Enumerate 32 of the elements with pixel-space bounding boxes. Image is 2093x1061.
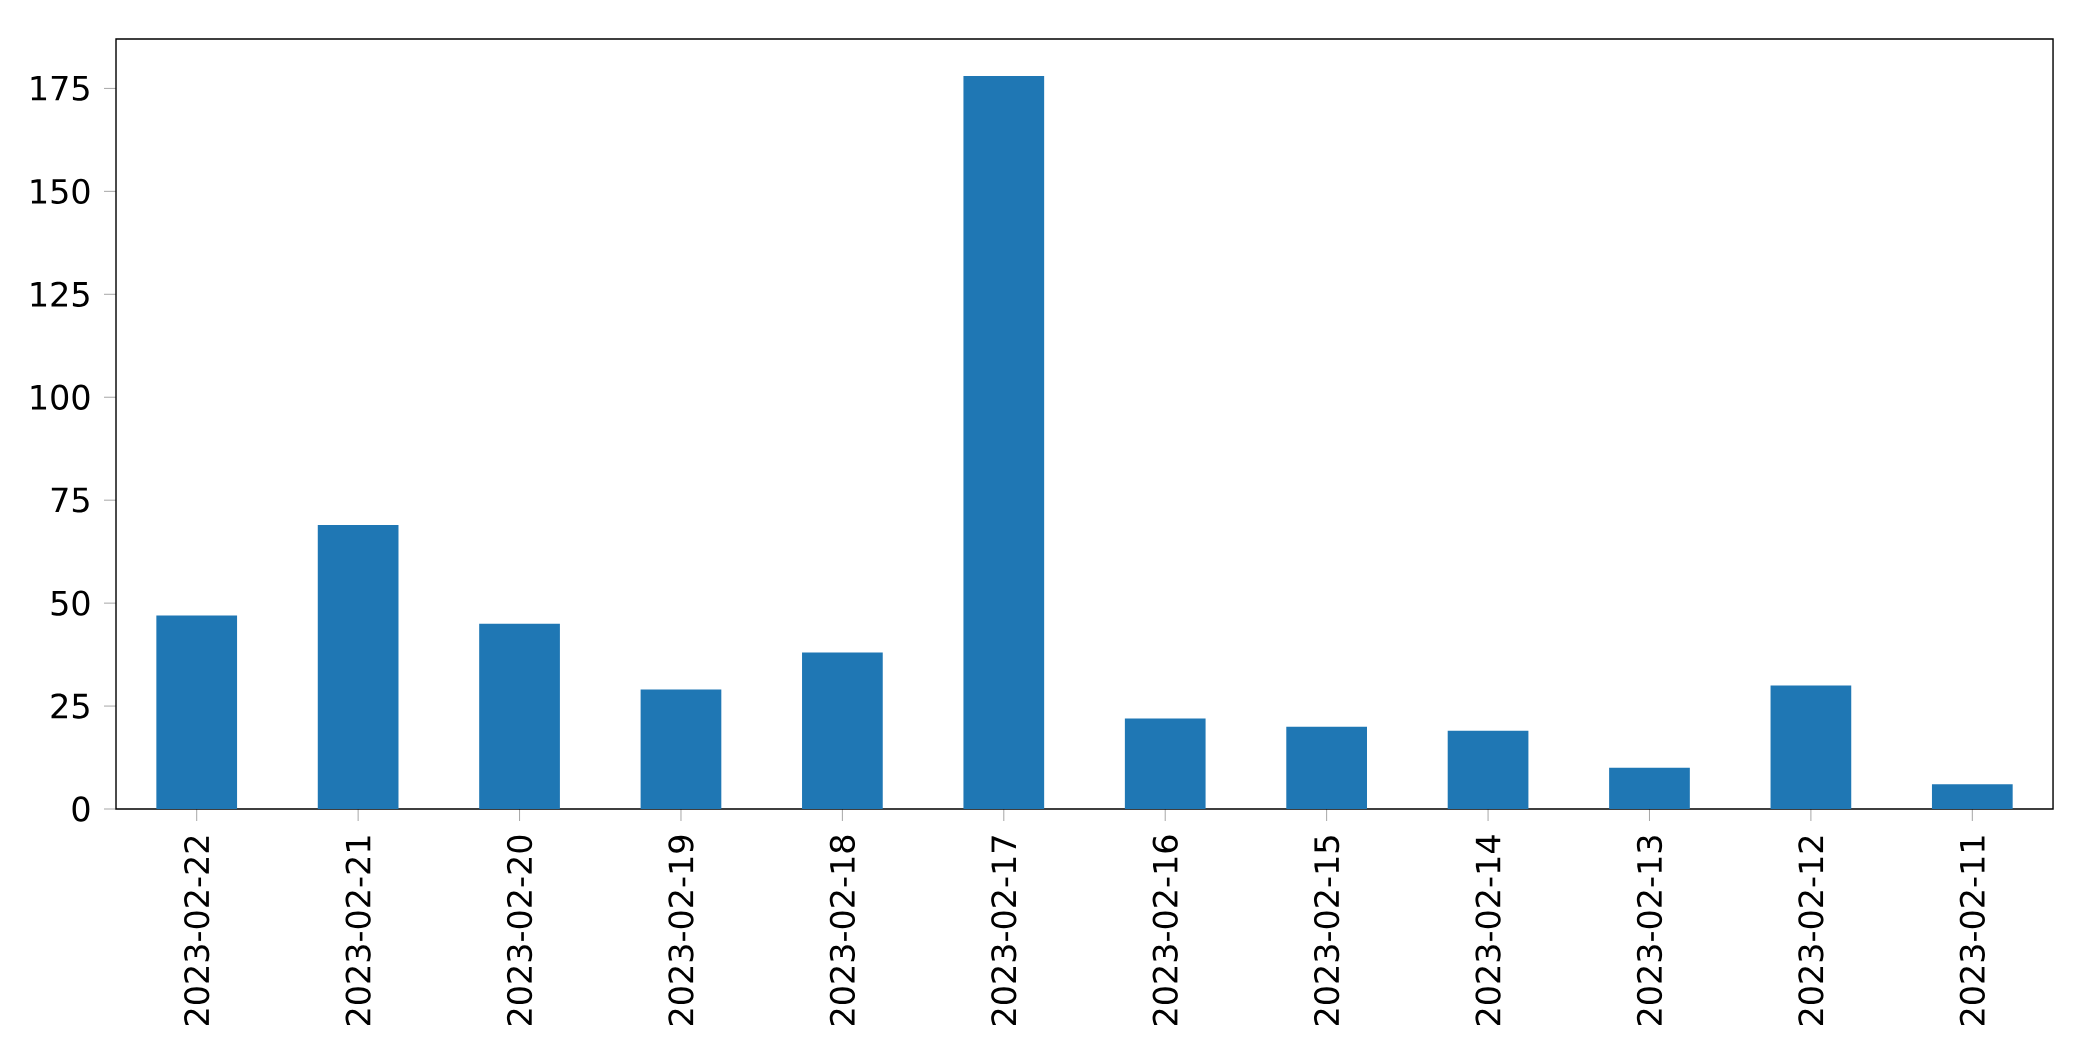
y-tick-label: 100	[31, 384, 90, 410]
x-tick-label: 2023-02-11	[1959, 836, 1985, 1026]
bar	[1286, 726, 1367, 810]
bar	[1609, 767, 1690, 810]
x-tick-label: 2023-02-14	[1475, 835, 1501, 1026]
bar	[156, 615, 238, 810]
bar	[1124, 718, 1206, 810]
x-tick-label: 2023-02-19	[668, 835, 694, 1026]
y-tick-label: 25	[51, 693, 89, 719]
bar	[1770, 685, 1852, 810]
x-tick-label: 2023-02-17	[991, 836, 1017, 1026]
bar	[479, 623, 560, 810]
x-tick-label: 2023-02-16	[1152, 835, 1178, 1026]
x-tick-label: 2023-02-12	[1798, 836, 1824, 1026]
y-tick-label: 75	[51, 487, 89, 513]
bar	[1931, 784, 2013, 810]
x-tick-label: 2023-02-15	[1313, 836, 1340, 1026]
x-tick-label: 2023-02-22	[184, 836, 210, 1026]
x-tick-label: 2023-02-13	[1636, 836, 1663, 1026]
x-tick-label: 2023-02-18	[829, 835, 856, 1026]
bar	[317, 524, 399, 810]
y-tick-label: 175	[31, 75, 89, 101]
bar	[963, 76, 1045, 810]
x-tick-label: 2023-02-21	[345, 836, 371, 1026]
y-tick-label: 50	[51, 590, 90, 616]
bar	[802, 652, 883, 810]
bar	[640, 689, 722, 810]
bar	[1447, 730, 1529, 810]
y-tick-label: 0	[72, 796, 90, 822]
y-tick-label: 125	[31, 281, 89, 307]
x-tick-label: 2023-02-20	[506, 835, 533, 1026]
y-tick-label: 150	[31, 178, 90, 205]
